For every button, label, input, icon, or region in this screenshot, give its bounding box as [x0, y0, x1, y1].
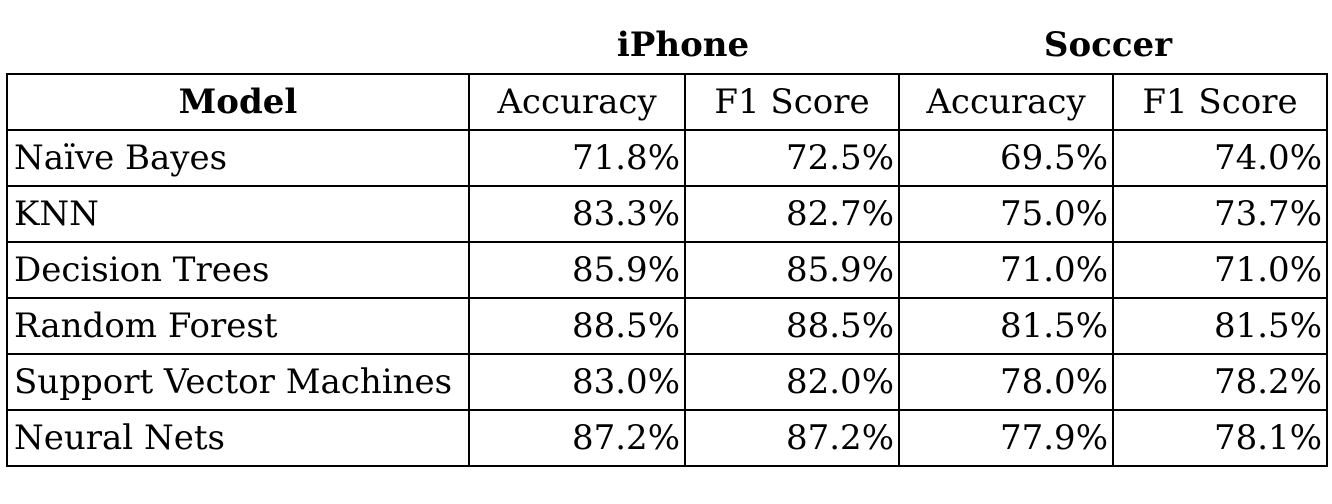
header-row: Model Accuracy F1 Score Accuracy F1 Scor… — [6, 73, 1328, 131]
table-row: Support Vector Machines 83.0% 82.0% 78.0… — [6, 353, 1328, 411]
soccer-f1-cell: 81.5% — [1112, 297, 1328, 355]
column-header-iphone-f1: F1 Score — [684, 73, 900, 131]
soccer-f1-cell: 74.0% — [1112, 129, 1328, 187]
model-name-cell: Decision Trees — [6, 241, 470, 299]
soccer-f1-cell: 78.2% — [1112, 353, 1328, 411]
soccer-accuracy-cell: 75.0% — [898, 185, 1114, 243]
iphone-accuracy-cell: 85.9% — [468, 241, 686, 299]
model-name-cell: KNN — [6, 185, 470, 243]
iphone-accuracy-cell: 83.3% — [468, 185, 686, 243]
group-header-iphone: iPhone — [616, 25, 750, 65]
table-row: Naïve Bayes 71.8% 72.5% 69.5% 74.0% — [6, 129, 1328, 187]
iphone-accuracy-cell: 87.2% — [468, 409, 686, 467]
soccer-accuracy-cell: 77.9% — [898, 409, 1114, 467]
column-header-iphone-accuracy: Accuracy — [468, 73, 686, 131]
results-table: Model Accuracy F1 Score Accuracy F1 Scor… — [6, 73, 1328, 467]
iphone-f1-cell: 85.9% — [684, 241, 900, 299]
model-name-cell: Random Forest — [6, 297, 470, 355]
soccer-accuracy-cell: 69.5% — [898, 129, 1114, 187]
column-header-soccer-f1: F1 Score — [1112, 73, 1328, 131]
column-header-soccer-accuracy: Accuracy — [898, 73, 1114, 131]
iphone-f1-cell: 87.2% — [684, 409, 900, 467]
soccer-f1-cell: 71.0% — [1112, 241, 1328, 299]
table-row: Neural Nets 87.2% 87.2% 77.9% 78.1% — [6, 409, 1328, 467]
iphone-f1-cell: 82.7% — [684, 185, 900, 243]
model-name-cell: Naïve Bayes — [6, 129, 470, 187]
group-header-soccer: Soccer — [1043, 25, 1173, 65]
iphone-f1-cell: 82.0% — [684, 353, 900, 411]
soccer-f1-cell: 78.1% — [1112, 409, 1328, 467]
table-row: Random Forest 88.5% 88.5% 81.5% 81.5% — [6, 297, 1328, 355]
model-name-cell: Support Vector Machines — [6, 353, 470, 411]
soccer-accuracy-cell: 81.5% — [898, 297, 1114, 355]
column-header-model: Model — [6, 73, 470, 131]
iphone-accuracy-cell: 71.8% — [468, 129, 686, 187]
iphone-f1-cell: 72.5% — [684, 129, 900, 187]
soccer-f1-cell: 73.7% — [1112, 185, 1328, 243]
soccer-accuracy-cell: 78.0% — [898, 353, 1114, 411]
iphone-accuracy-cell: 88.5% — [468, 297, 686, 355]
table-row: KNN 83.3% 82.7% 75.0% 73.7% — [6, 185, 1328, 243]
model-name-cell: Neural Nets — [6, 409, 470, 467]
iphone-accuracy-cell: 83.0% — [468, 353, 686, 411]
table-row: Decision Trees 85.9% 85.9% 71.0% 71.0% — [6, 241, 1328, 299]
iphone-f1-cell: 88.5% — [684, 297, 900, 355]
soccer-accuracy-cell: 71.0% — [898, 241, 1114, 299]
